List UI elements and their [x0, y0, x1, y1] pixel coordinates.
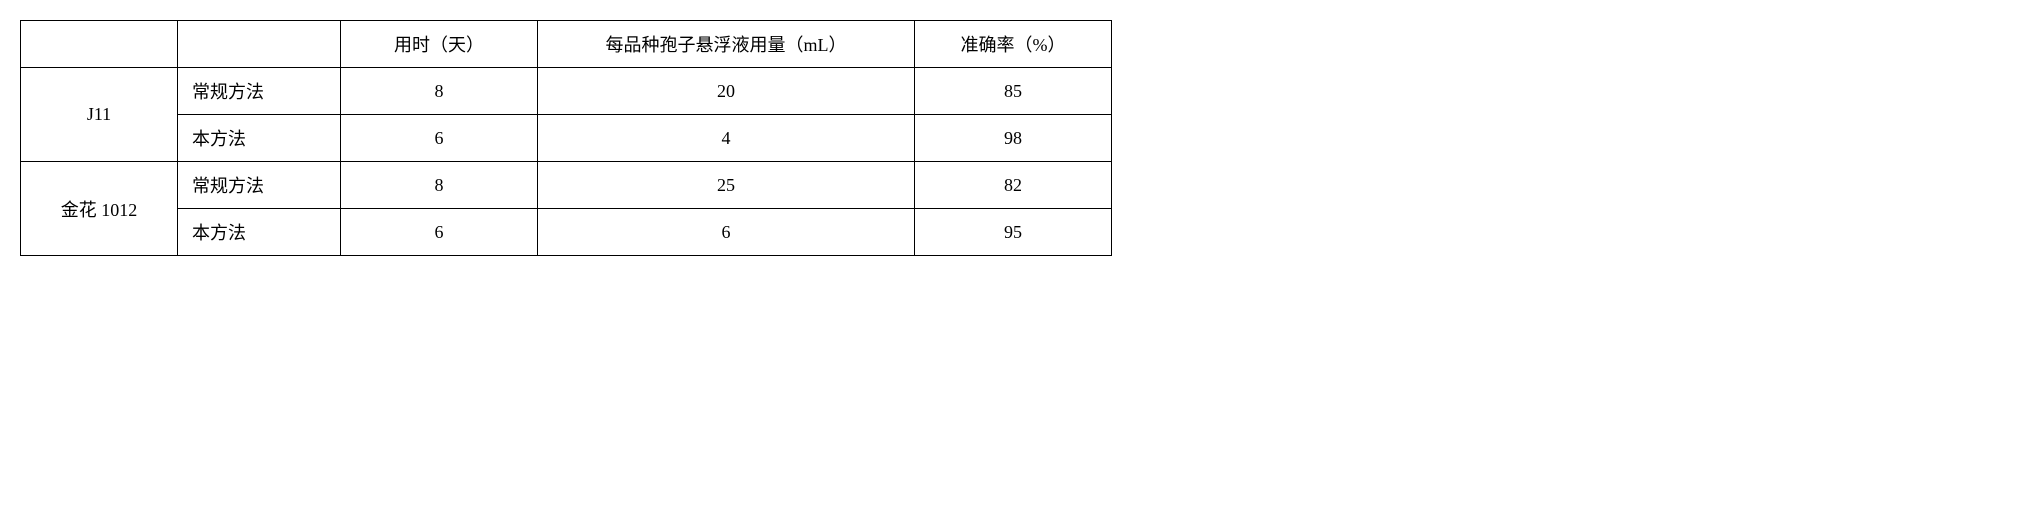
table-row: 本方法 6 6 95	[21, 209, 1112, 256]
header-accuracy: 准确率（%）	[915, 21, 1112, 68]
header-blank-1	[21, 21, 178, 68]
volume-cell: 4	[538, 115, 915, 162]
table-row: 金花 1012 常规方法 8 25 82	[21, 162, 1112, 209]
group-label: J11	[21, 68, 178, 162]
accuracy-cell: 85	[915, 68, 1112, 115]
table-row: J11 常规方法 8 20 85	[21, 68, 1112, 115]
days-cell: 8	[341, 162, 538, 209]
comparison-table: 用时（天） 每品种孢子悬浮液用量（mL） 准确率（%） J11 常规方法 8 2…	[20, 20, 1112, 256]
days-cell: 6	[341, 209, 538, 256]
volume-cell: 6	[538, 209, 915, 256]
days-cell: 8	[341, 68, 538, 115]
header-blank-2	[178, 21, 341, 68]
volume-cell: 25	[538, 162, 915, 209]
method-cell: 常规方法	[178, 68, 341, 115]
accuracy-cell: 98	[915, 115, 1112, 162]
method-cell: 本方法	[178, 209, 341, 256]
header-volume: 每品种孢子悬浮液用量（mL）	[538, 21, 915, 68]
header-days: 用时（天）	[341, 21, 538, 68]
volume-cell: 20	[538, 68, 915, 115]
method-cell: 常规方法	[178, 162, 341, 209]
accuracy-cell: 82	[915, 162, 1112, 209]
table-row: 本方法 6 4 98	[21, 115, 1112, 162]
group-label: 金花 1012	[21, 162, 178, 256]
accuracy-cell: 95	[915, 209, 1112, 256]
table-header-row: 用时（天） 每品种孢子悬浮液用量（mL） 准确率（%）	[21, 21, 1112, 68]
method-cell: 本方法	[178, 115, 341, 162]
days-cell: 6	[341, 115, 538, 162]
